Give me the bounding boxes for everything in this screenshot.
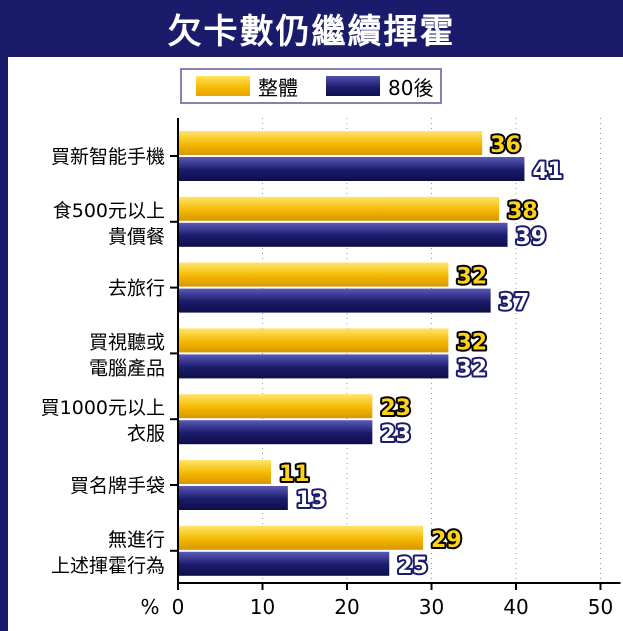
data-label-80s: 13 (296, 488, 327, 513)
x-tick-label: 0 (172, 595, 185, 619)
x-tick-label: 20 (334, 595, 359, 619)
data-label-80s: 39 (516, 225, 547, 250)
bar-80s (178, 222, 508, 247)
data-label-overall: 36 (490, 133, 521, 158)
legend-item-overall: 整體 (196, 72, 298, 101)
legend: 整體 80後 (180, 68, 442, 104)
legend-item-80s: 80後 (326, 72, 433, 101)
data-label-overall: 32 (456, 265, 487, 290)
bar-overall (178, 460, 271, 484)
bar-80s (178, 551, 390, 576)
data-label-80s: 37 (499, 291, 530, 316)
category-label: 貴價餐 (108, 226, 165, 248)
bar-80s (178, 288, 491, 313)
title-bar: 欠卡數仍繼續揮霍 (0, 0, 623, 57)
data-label-80s: 25 (397, 554, 428, 579)
category-label: 去旅行 (108, 278, 165, 300)
bar-80s (178, 486, 288, 510)
data-label-overall: 11 (279, 462, 310, 487)
x-unit-label: % (140, 595, 159, 619)
bar-overall (178, 328, 449, 353)
category-label: 衣服 (127, 423, 165, 445)
data-label-80s: 23 (380, 422, 411, 447)
category-label: 上述揮霍行為 (51, 555, 165, 577)
legend-label-overall: 整體 (258, 75, 298, 100)
legend-label-80s: 80後 (388, 75, 434, 100)
legend-swatch-80s (326, 76, 380, 96)
data-label-overall: 38 (507, 199, 538, 224)
data-label-overall: 23 (380, 396, 411, 421)
data-label-80s: 41 (532, 159, 563, 184)
bar-overall (178, 525, 424, 550)
data-label-80s: 32 (456, 356, 487, 381)
data-label-overall: 29 (431, 528, 462, 553)
bar-80s (178, 157, 525, 181)
x-tick-label: 40 (503, 595, 528, 619)
x-tick-label: 30 (419, 595, 444, 619)
x-tick-label: 10 (250, 595, 275, 619)
x-tick-label: 50 (588, 595, 613, 619)
legend-swatch-overall (196, 76, 250, 96)
chart-title: 欠卡數仍繼續揮霍 (167, 12, 456, 52)
category-label: 買視聽或 (89, 331, 165, 353)
category-label: 電腦產品 (89, 357, 165, 379)
bar-overall (178, 394, 373, 419)
bar-80s (178, 354, 449, 379)
category-label: 買1000元以上 (41, 397, 165, 419)
bar-80s (178, 420, 373, 445)
data-label-overall: 32 (456, 330, 487, 355)
category-label: 無進行 (108, 529, 165, 551)
category-label: 食500元以上 (53, 200, 165, 222)
category-label: 買名牌手袋 (70, 475, 165, 497)
bar-overall (178, 131, 483, 155)
bar-overall (178, 262, 449, 287)
category-label: 買新智能手機 (51, 146, 165, 168)
bar-overall (178, 196, 500, 221)
